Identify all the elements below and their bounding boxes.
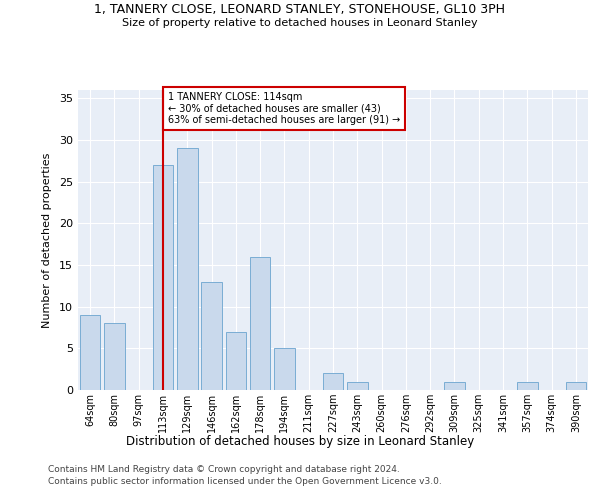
- Bar: [323, 374, 343, 390]
- Text: Contains HM Land Registry data © Crown copyright and database right 2024.: Contains HM Land Registry data © Crown c…: [48, 466, 400, 474]
- Text: Contains public sector information licensed under the Open Government Licence v3: Contains public sector information licen…: [48, 477, 442, 486]
- Bar: [104, 324, 125, 390]
- Bar: [517, 382, 538, 390]
- Bar: [250, 256, 271, 390]
- Bar: [80, 315, 100, 390]
- Text: Size of property relative to detached houses in Leonard Stanley: Size of property relative to detached ho…: [122, 18, 478, 28]
- Text: Distribution of detached houses by size in Leonard Stanley: Distribution of detached houses by size …: [126, 435, 474, 448]
- Bar: [177, 148, 197, 390]
- Bar: [152, 165, 173, 390]
- Bar: [444, 382, 465, 390]
- Bar: [566, 382, 586, 390]
- Y-axis label: Number of detached properties: Number of detached properties: [42, 152, 52, 328]
- Bar: [274, 348, 295, 390]
- Bar: [201, 282, 222, 390]
- Text: 1, TANNERY CLOSE, LEONARD STANLEY, STONEHOUSE, GL10 3PH: 1, TANNERY CLOSE, LEONARD STANLEY, STONE…: [95, 2, 505, 16]
- Bar: [226, 332, 246, 390]
- Text: 1 TANNERY CLOSE: 114sqm
← 30% of detached houses are smaller (43)
63% of semi-de: 1 TANNERY CLOSE: 114sqm ← 30% of detache…: [168, 92, 400, 125]
- Bar: [347, 382, 368, 390]
